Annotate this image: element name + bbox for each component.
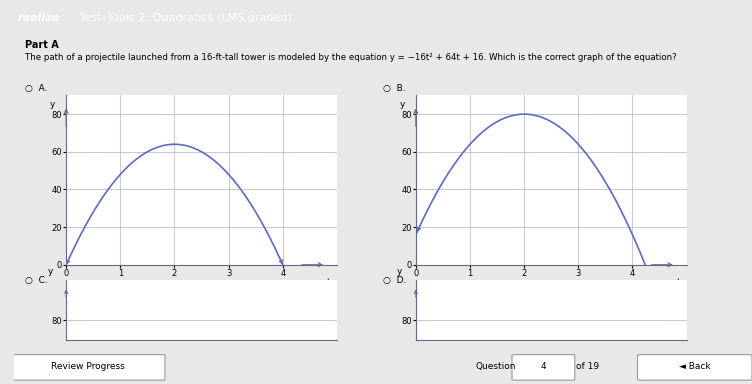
Text: The path of a projectile launched from a 16-ft-tall tower is modeled by the equa: The path of a projectile launched from a… (25, 53, 676, 62)
Text: t: t (327, 278, 331, 287)
FancyBboxPatch shape (638, 355, 752, 380)
Text: t: t (677, 278, 681, 287)
Text: Review Progress: Review Progress (50, 362, 124, 371)
FancyBboxPatch shape (10, 355, 165, 380)
Text: y: y (399, 100, 405, 109)
Text: y: y (47, 266, 53, 276)
Text: realize: realize (17, 13, 59, 23)
Text: ○  A.: ○ A. (25, 84, 47, 93)
Text: Part A: Part A (25, 40, 59, 50)
Text: ○  B.: ○ B. (383, 84, 405, 93)
Text: y: y (397, 266, 402, 276)
Text: 4: 4 (541, 362, 546, 371)
Text: Question: Question (475, 362, 516, 371)
FancyBboxPatch shape (512, 355, 575, 380)
Text: y: y (50, 100, 56, 109)
Text: ○  C.: ○ C. (25, 276, 47, 285)
Text: Test–Topic 2: Quadratics (LMS graded): Test–Topic 2: Quadratics (LMS graded) (69, 13, 292, 23)
Text: of 19: of 19 (576, 362, 599, 371)
Text: ◄ Back: ◄ Back (679, 362, 711, 371)
Text: ○  D.: ○ D. (383, 276, 406, 285)
